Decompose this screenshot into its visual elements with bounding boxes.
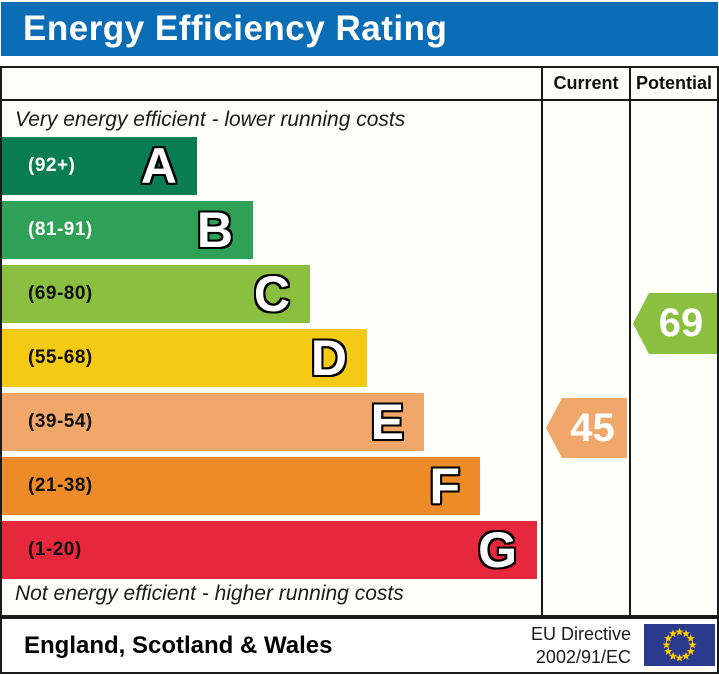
footer: England, Scotland & Wales EU Directive 2…: [0, 617, 719, 674]
band-d-letter: D: [310, 330, 347, 386]
band-e: (39-54) E: [2, 393, 424, 451]
title-bar: Energy Efficiency Rating: [1, 2, 718, 56]
band-f-range: (21-38): [28, 475, 93, 496]
column-header-potential: Potential: [635, 73, 712, 93]
band-c-range: (69-80): [28, 283, 93, 304]
band-e-letter: E: [370, 394, 404, 450]
band-a-range: (92+): [28, 155, 76, 176]
band-g-range: (1-20): [28, 539, 82, 560]
band-c-letter: C: [253, 266, 290, 322]
band-d: (55-68) D: [2, 329, 367, 387]
eu-directive-line2: 2002/91/EC: [535, 646, 631, 667]
potential-rating-arrow: 69: [633, 293, 717, 354]
column-header-current: Current: [553, 73, 619, 93]
potential-rating-value: 69: [658, 301, 704, 345]
bottom-note: Not energy efficient - higher running co…: [15, 582, 404, 605]
current-rating-arrow: 45: [546, 398, 627, 458]
band-b: (81-91) B: [2, 201, 253, 259]
current-rating-value: 45: [570, 405, 615, 450]
column-divider-current: [541, 68, 543, 615]
rating-table: Current Potential Very energy efficient …: [0, 66, 719, 617]
band-b-letter: B: [196, 202, 233, 258]
band-c: (69-80) C: [2, 265, 310, 323]
band-a-letter: A: [140, 138, 177, 194]
band-f-letter: F: [429, 458, 460, 514]
band-f: (21-38) F: [2, 457, 480, 515]
eu-directive-label: EU Directive 2002/91/EC: [531, 619, 631, 672]
eu-directive-line1: EU Directive: [530, 623, 631, 644]
top-note: Very energy efficient - lower running co…: [15, 108, 406, 131]
region-label: England, Scotland & Wales: [24, 631, 333, 659]
band-a: (92+) A: [2, 137, 197, 195]
band-b-range: (81-91): [28, 219, 93, 240]
band-e-range: (39-54): [28, 411, 93, 432]
page-title: Energy Efficiency Rating: [23, 9, 448, 48]
band-g-letter: G: [478, 522, 517, 578]
column-divider-potential: [629, 68, 631, 615]
eu-flag-icon: [644, 624, 715, 666]
band-g: (1-20) G: [2, 521, 537, 579]
table-header: [2, 68, 717, 101]
band-d-range: (55-68): [28, 347, 93, 368]
